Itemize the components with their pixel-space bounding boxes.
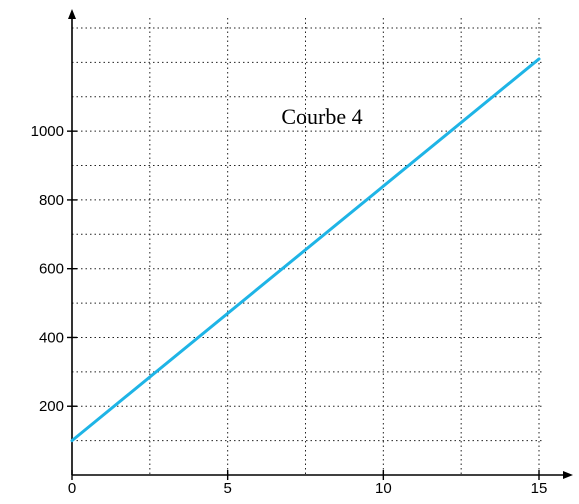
y-tick-label: 200 (39, 398, 64, 415)
y-tick-label: 800 (39, 192, 64, 209)
x-tick-label: 15 (531, 480, 548, 497)
x-axis-arrow (563, 471, 573, 479)
x-tick-label: 10 (375, 480, 392, 497)
y-axis-arrow (68, 9, 76, 19)
axes (68, 9, 573, 479)
y-tick-label: 600 (39, 261, 64, 278)
y-tick-label: 400 (39, 329, 64, 346)
x-tick-label: 0 (68, 480, 76, 497)
y-tick-label: 1000 (31, 123, 64, 140)
series-line (70, 57, 541, 443)
x-tick-label: 5 (223, 480, 231, 497)
curve-annotation: Courbe 4 (281, 104, 362, 129)
series-group (70, 57, 541, 443)
ticks: 200 400 600 800 1000 0 5 10 15 (31, 123, 548, 497)
